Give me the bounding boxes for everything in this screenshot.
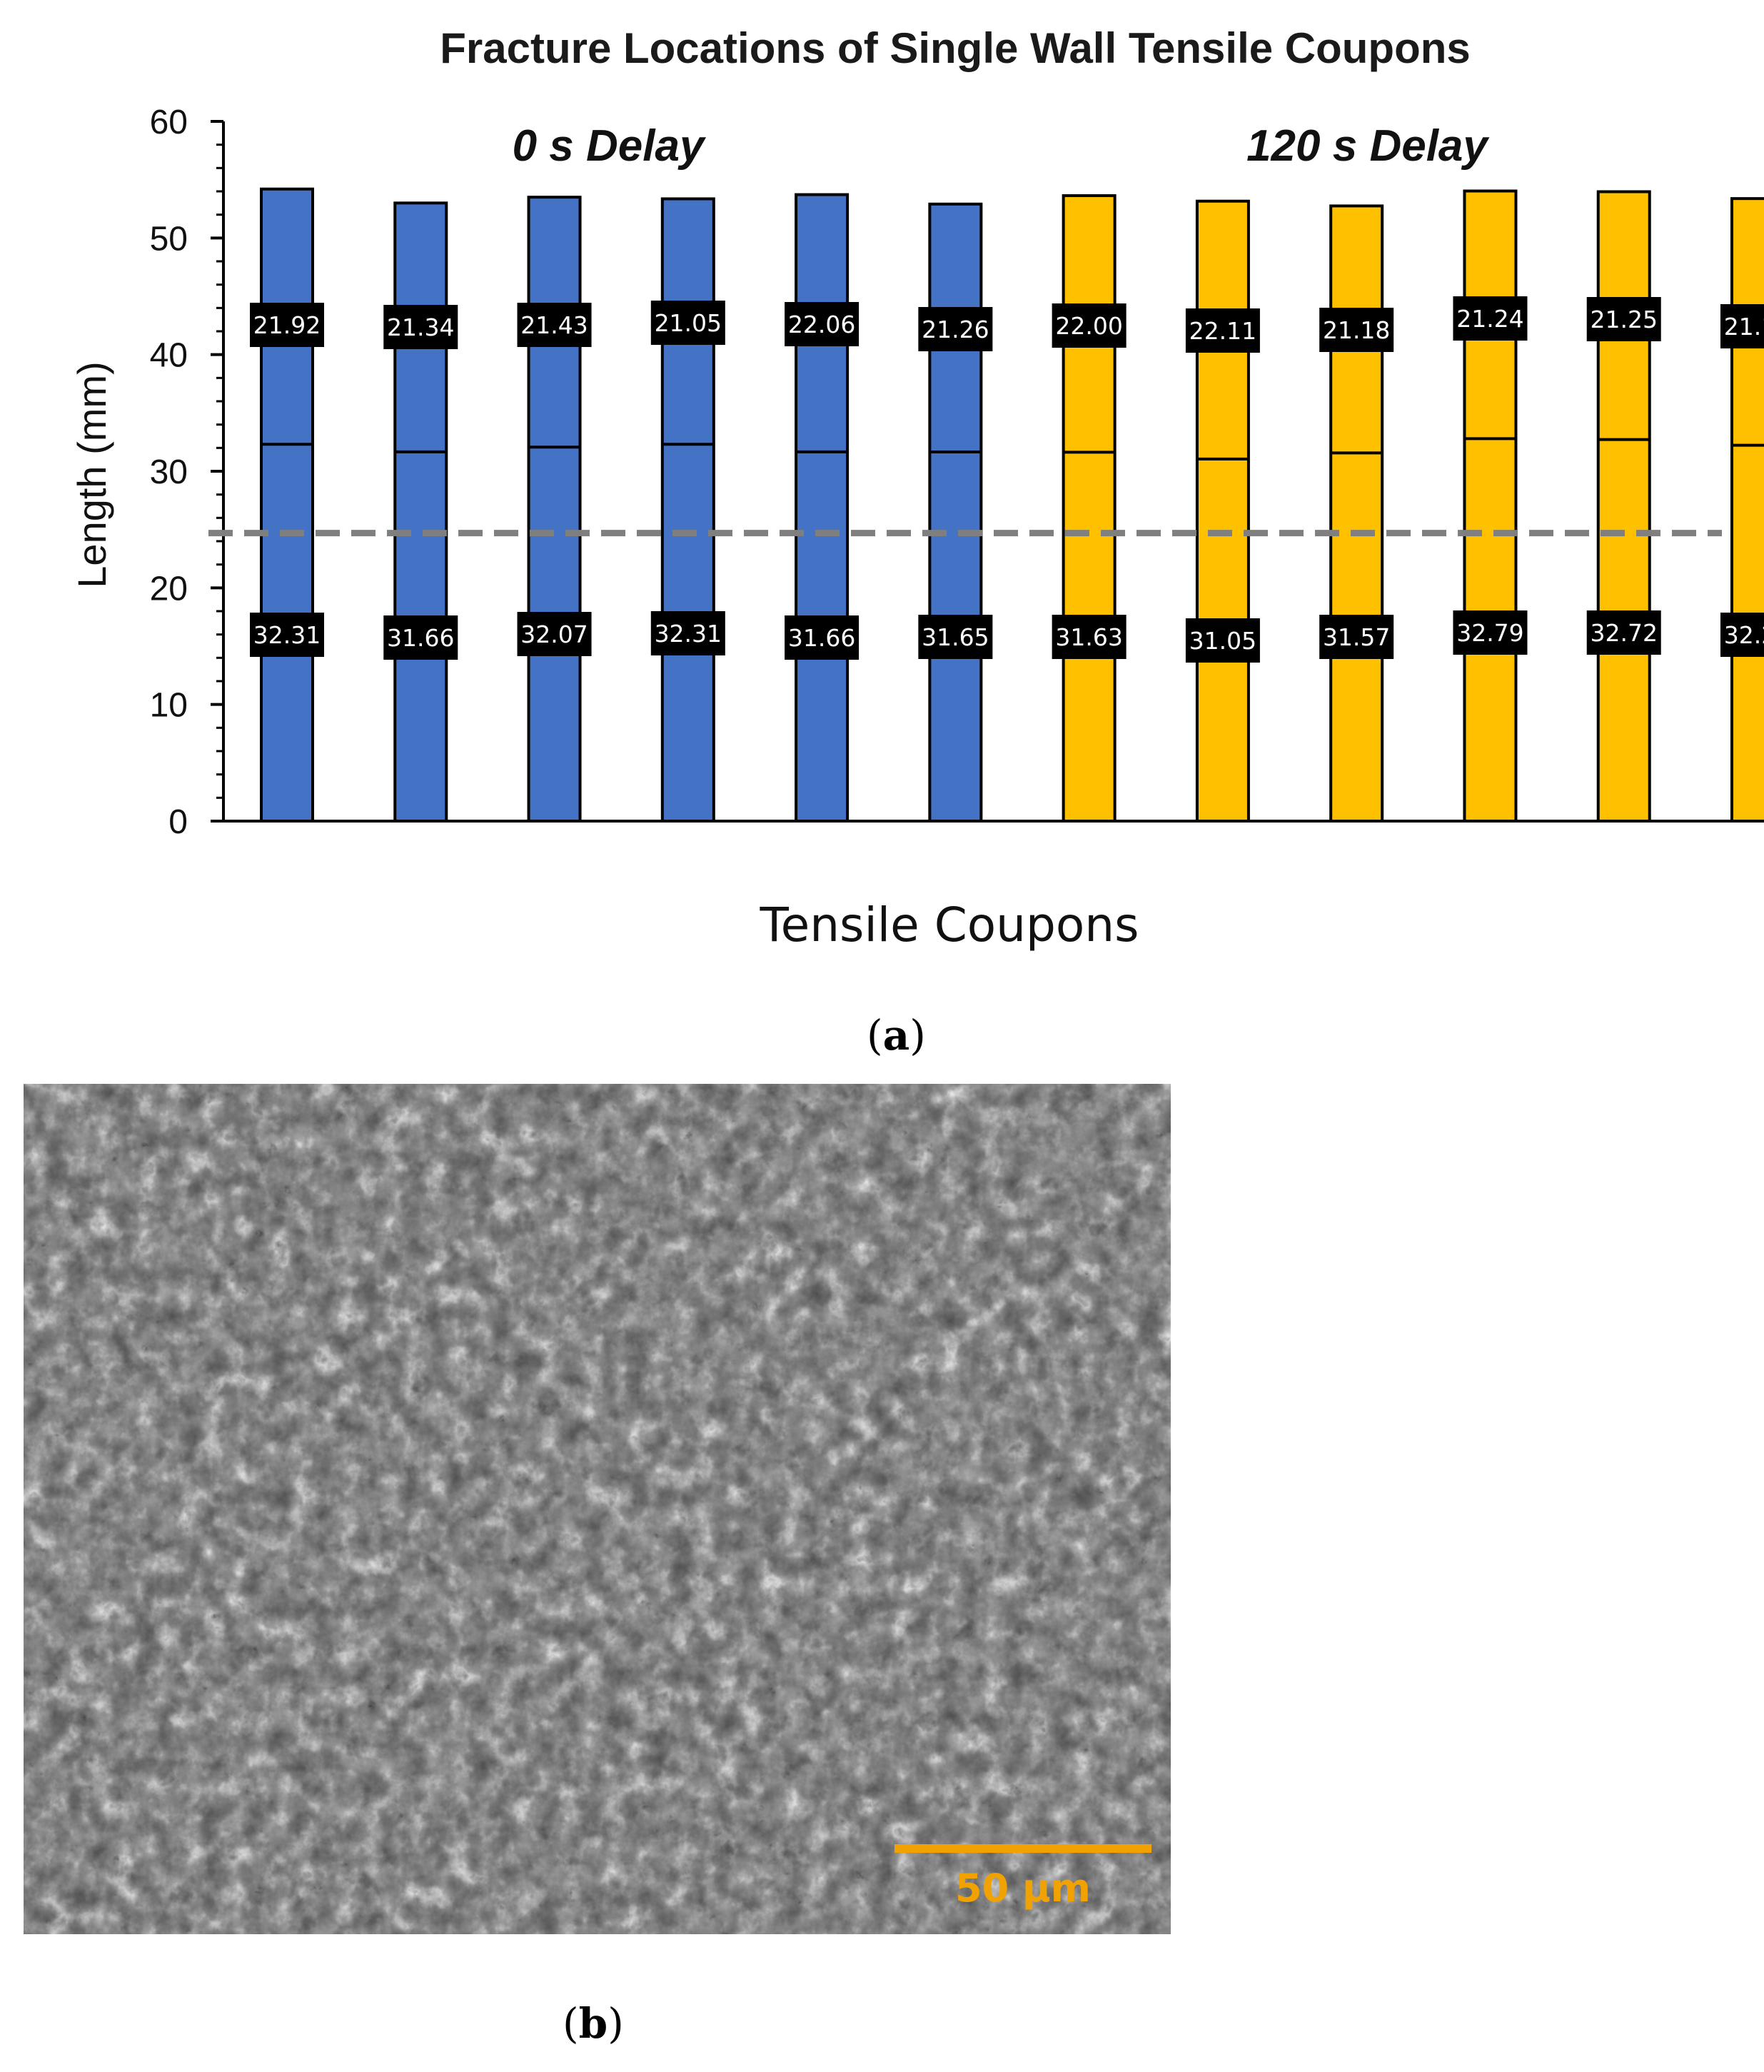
bottom-segment-label: 32.79 <box>1456 619 1523 647</box>
top-segment-label: 21.15 <box>1724 313 1764 341</box>
bottom-segment-label: 31.63 <box>1055 623 1122 651</box>
top-segment-label: 21.18 <box>1323 316 1390 344</box>
top-segment-label-box <box>650 301 725 345</box>
bottom-segment-label-box <box>1185 618 1260 663</box>
top-segment-label: 21.25 <box>1590 306 1657 333</box>
bottom-segment-label-box <box>1586 610 1661 655</box>
bottom-segment-label-box <box>918 615 993 659</box>
bottom-segment-label: 32.31 <box>655 620 722 648</box>
top-segment-label-box <box>785 302 860 346</box>
top-segment-label: 22.06 <box>788 311 855 338</box>
sem-fractograph-image: 50 μm <box>24 1084 1171 1934</box>
top-segment-label-box <box>1453 296 1528 341</box>
bottom-segment-label: 31.66 <box>387 624 454 652</box>
bottom-segment-label-box <box>785 615 860 660</box>
coupon-bar <box>660 197 715 823</box>
coupon-bar <box>1596 190 1651 823</box>
y-tick-label: 40 <box>150 337 188 375</box>
y-tick-label: 50 <box>150 220 188 258</box>
top-segment-label: 21.05 <box>655 309 722 337</box>
coupon-bar <box>1730 197 1764 823</box>
top-segment-label-box <box>517 303 592 347</box>
top-segment-label: 21.34 <box>387 313 454 341</box>
top-segment-label: 21.26 <box>922 316 989 343</box>
panel-a-label: (a) <box>867 1011 926 1060</box>
chart-title: Fracture Locations of Single Wall Tensil… <box>440 24 1471 72</box>
y-tick-label: 0 <box>168 803 188 841</box>
top-segment-label-box <box>1586 297 1661 341</box>
panel-b-label: (b) <box>563 1999 624 2048</box>
top-segment-label: 21.43 <box>520 311 588 339</box>
panel-b-letter: b <box>578 1999 608 2048</box>
coupon-bar <box>1463 189 1518 823</box>
bottom-segment-label-box <box>383 615 458 660</box>
group-label-120s: 120 s Delay <box>1246 121 1490 171</box>
fracture-location-chart: Fracture Locations of Single Wall Tensil… <box>69 24 1764 952</box>
bottom-segment-label-box <box>250 613 324 657</box>
bottom-segment-label-box <box>517 612 592 656</box>
y-tick-label: 10 <box>150 687 188 725</box>
bottom-segment-label: 32.31 <box>253 621 321 649</box>
top-segment-label-box <box>1720 304 1764 348</box>
bottom-segment-label: 31.05 <box>1189 627 1256 655</box>
bottom-segment-label: 31.66 <box>788 624 855 652</box>
y-tick-label: 60 <box>150 104 188 141</box>
y-tick-label: 20 <box>150 570 188 608</box>
scale-bar <box>894 1844 1151 1853</box>
coupon-bar <box>1329 204 1384 823</box>
y-tick-label: 30 <box>150 453 188 491</box>
panel-a-letter: a <box>882 1011 910 1060</box>
plot-area: 0 10 20 30 40 50 60 21.92 32.31 21.34 31.66 21.43 32… <box>150 104 1764 841</box>
coupon-bar <box>260 187 314 823</box>
bottom-segment-label: 31.65 <box>922 623 989 651</box>
bottom-segment-label: 32.23 <box>1724 621 1764 649</box>
top-segment-label: 21.24 <box>1456 305 1523 333</box>
x-axis-label: Tensile Coupons <box>760 897 1139 952</box>
bottom-segment-label-box <box>1453 610 1528 655</box>
y-axis-label: Length (mm) <box>69 361 114 588</box>
top-segment-label-box <box>250 303 324 347</box>
bottom-segment-label-box <box>650 611 725 655</box>
coupon-bar <box>795 193 850 823</box>
bottom-segment-label: 32.72 <box>1590 619 1657 647</box>
top-segment-label-box <box>1185 308 1260 353</box>
bottom-segment-label: 31.57 <box>1323 623 1390 651</box>
top-segment-label-box <box>1052 303 1127 348</box>
top-segment-label-box <box>383 305 458 349</box>
coupon-bar <box>393 201 448 823</box>
bottom-segment-label-box <box>1052 615 1127 659</box>
bottom-segment-label-box <box>1720 613 1764 657</box>
coupon-bar <box>1062 194 1117 823</box>
top-segment-label: 22.11 <box>1189 317 1256 345</box>
scale-bar-label: 50 μm <box>955 1866 1091 1911</box>
top-segment-label-box <box>918 307 993 351</box>
bottom-segment-label-box <box>1319 615 1394 659</box>
coupon-bar <box>1195 199 1250 823</box>
top-segment-label: 22.00 <box>1055 312 1122 340</box>
coupon-bar <box>527 196 582 823</box>
bottom-segment-label: 32.07 <box>520 620 588 648</box>
coupon-bar <box>928 202 983 823</box>
top-segment-label-box <box>1319 308 1394 352</box>
top-segment-label: 21.92 <box>253 311 321 339</box>
group-label-0s: 0 s Delay <box>513 121 707 171</box>
